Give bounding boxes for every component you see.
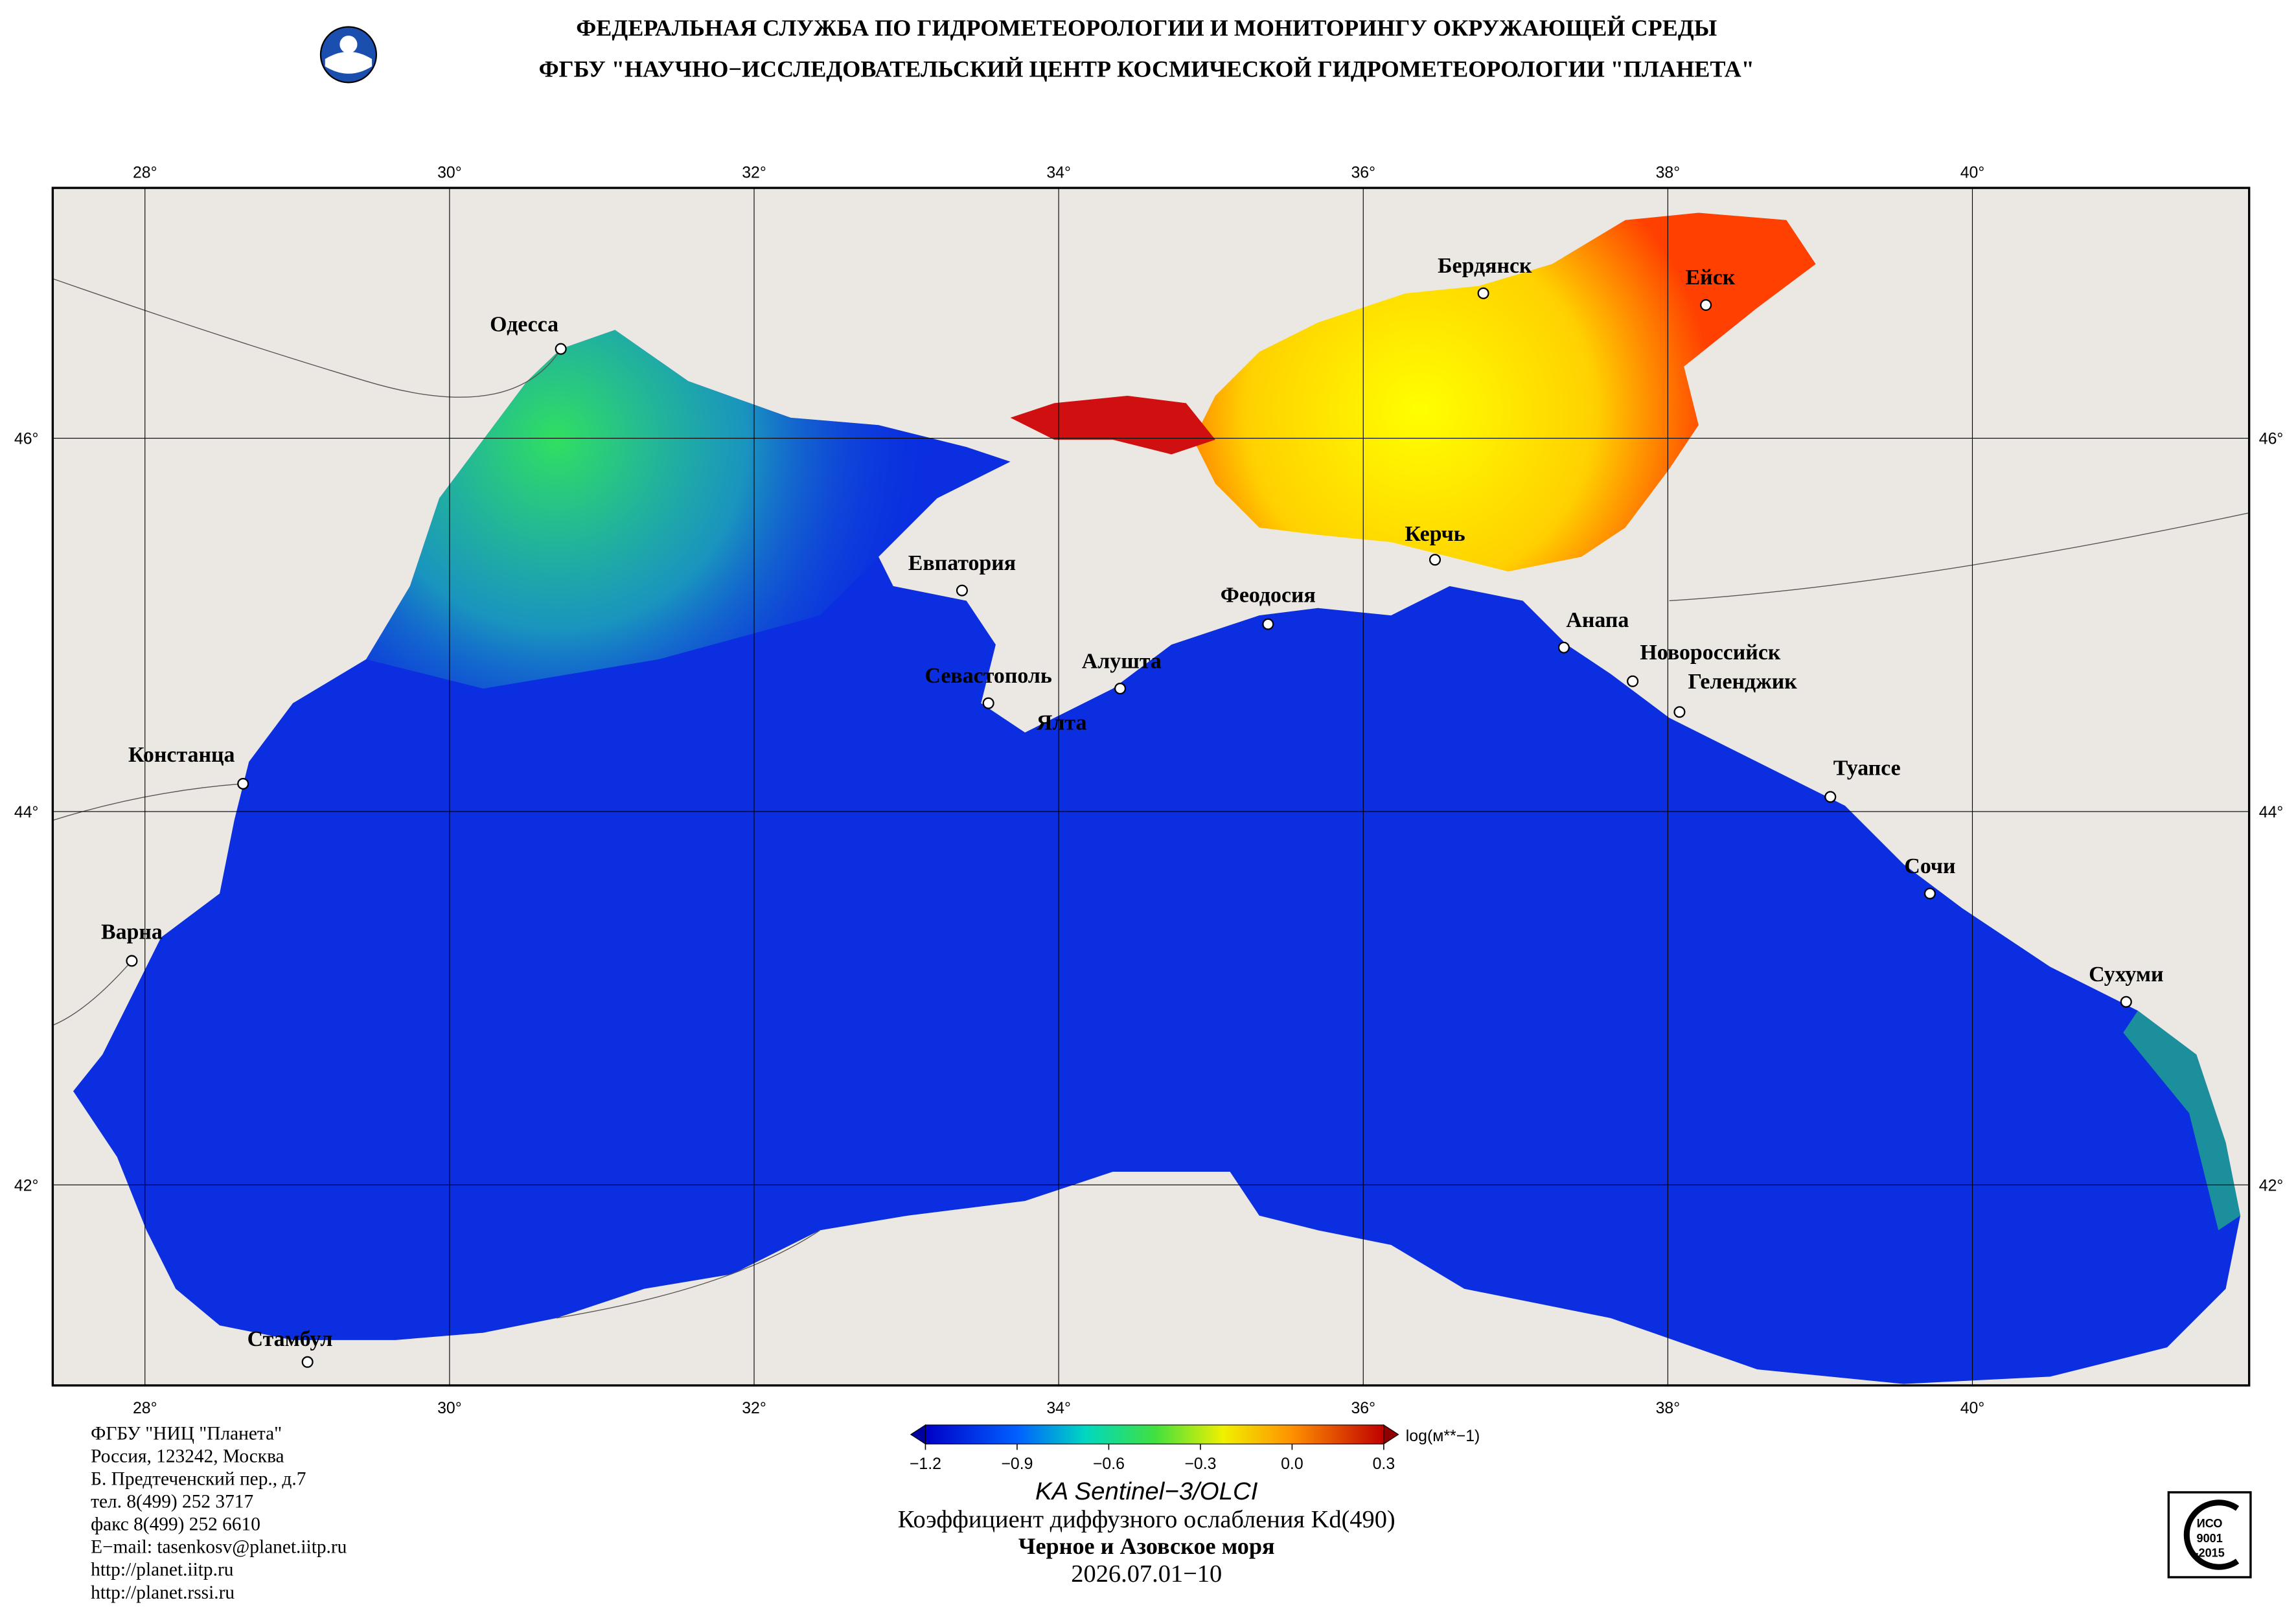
city-label: Анапа xyxy=(1566,608,1629,632)
lat-label: 44° xyxy=(14,803,39,821)
colorbar-tick-label: −0.3 xyxy=(1184,1455,1216,1473)
lat-label: 42° xyxy=(14,1176,39,1194)
city-label: Варна xyxy=(101,920,163,944)
city-marker xyxy=(1557,641,1570,654)
city-label: Сочи xyxy=(1904,854,1955,878)
lat-label: 42° xyxy=(2259,1176,2284,1194)
city-label: Туапсе xyxy=(1833,756,1901,780)
city-label: Одесса xyxy=(490,313,558,337)
azov-sea xyxy=(1193,212,1816,572)
graticule: 28° 28° 30° 30° 32° 32° 34° 34° 36° 36° 38° 38° 40° 4… xyxy=(14,163,2283,1417)
city-marker xyxy=(126,955,138,967)
lon-label: 38° xyxy=(1656,1399,1681,1417)
city-marker xyxy=(237,777,249,790)
lon-label: 30° xyxy=(437,163,462,181)
city-marker xyxy=(1477,287,1489,299)
colorbar-tick-label: 0.3 xyxy=(1373,1455,1395,1473)
lon-label: 38° xyxy=(1656,163,1681,181)
city-labels: Одесса Бердянск Ейск Евпатория Керчь Феодосия… xyxy=(101,254,2163,1368)
footer: ФГБУ "НИЦ "Планета"Россия, 123242, Москв… xyxy=(91,1424,347,1603)
map-frame xyxy=(51,187,2251,1387)
footer-line: E−mail: tasenkosv@planet.iitp.ru xyxy=(91,1537,347,1558)
lon-label: 36° xyxy=(1351,163,1375,181)
header-line: ФГБУ "НАУЧНО−ИССЛЕДОВАТЕЛЬСКИЙ ЦЕНТР КОС… xyxy=(539,56,1754,82)
lon-label: 34° xyxy=(1046,1399,1071,1417)
city-label: Геленджик xyxy=(1688,670,1797,694)
city-label: Стамбул xyxy=(247,1327,333,1351)
lon-label: 40° xyxy=(1960,163,1985,181)
iso-logo: ИСО 9001-2015 xyxy=(2167,1491,2252,1579)
footer-line: Россия, 123242, Москва xyxy=(91,1446,284,1467)
colorbar-ramp xyxy=(924,1424,1384,1444)
city-marker xyxy=(1700,299,1712,311)
city-marker xyxy=(1923,887,1936,900)
lon-label: 30° xyxy=(437,1399,462,1417)
city-marker xyxy=(1673,706,1686,718)
city-marker xyxy=(2120,996,2132,1008)
iso-text: 9001 xyxy=(2197,1532,2223,1545)
city-marker xyxy=(1429,554,1441,566)
city-marker xyxy=(1114,683,1127,695)
lat-label: 46° xyxy=(14,430,39,448)
lon-label: 28° xyxy=(133,1399,157,1417)
parameter: Коэффициент диффузного ослабления Kd(490… xyxy=(898,1506,1395,1533)
header-line: ФЕДЕРАЛЬНАЯ СЛУЖБА ПО ГИДРОМЕТЕОРОЛОГИИ … xyxy=(576,15,1717,41)
city-label: Бердянск xyxy=(1438,254,1532,278)
city-label: Ялта xyxy=(1037,711,1087,735)
colorbar-tick-label: 0.0 xyxy=(1281,1455,1303,1473)
colorbar-tick-label: −0.9 xyxy=(1001,1455,1033,1473)
lat-label: 44° xyxy=(2259,803,2284,821)
footer-line: http://planet.rssi.ru xyxy=(91,1582,235,1603)
colorbar-arrow xyxy=(910,1424,926,1445)
lon-label: 32° xyxy=(742,163,766,181)
city-label: Севастополь xyxy=(924,664,1051,688)
city-marker xyxy=(1627,675,1639,687)
lon-label: 32° xyxy=(742,1399,766,1417)
city-label: Керчь xyxy=(1405,522,1465,546)
satellite: KA Sentinel−3/OLCI xyxy=(1035,1477,1258,1505)
iso-text: ИСО xyxy=(2197,1517,2223,1530)
city-marker xyxy=(555,343,567,355)
lon-label: 40° xyxy=(1960,1399,1985,1417)
footer-line: факс 8(499) 252 6610 xyxy=(91,1514,260,1535)
footer-line: Б. Предтеченский пер., д.7 xyxy=(91,1469,306,1490)
city-label: Евпатория xyxy=(908,551,1016,575)
region: Черное и Азовское моря xyxy=(1018,1533,1275,1559)
lat-label: 46° xyxy=(2259,430,2284,448)
colorbar-unit: log(м**−1) xyxy=(1406,1427,1480,1445)
city-marker xyxy=(982,697,994,709)
city-label: Констанца xyxy=(128,743,235,767)
iso-text: -2015 xyxy=(2195,1546,2225,1559)
city-label: Сухуми xyxy=(2089,963,2163,986)
city-marker xyxy=(1262,618,1274,630)
city-marker xyxy=(301,1356,314,1368)
colorbar-tick-label: −0.6 xyxy=(1093,1455,1125,1473)
footer-line: http://planet.iitp.ru xyxy=(91,1560,234,1580)
city-label: Новороссийск xyxy=(1640,641,1780,665)
city-label: Алушта xyxy=(1082,649,1162,673)
footer-line: тел. 8(499) 252 3717 xyxy=(91,1492,253,1512)
colorbar: log(м**−1) −1.2 −0.9 −0.6 −0.3 0.0 0.3 xyxy=(910,1424,1480,1473)
map xyxy=(52,188,2249,1385)
lon-label: 28° xyxy=(133,163,157,181)
footer-line: ФГБУ "НИЦ "Планета" xyxy=(91,1424,282,1444)
city-label: Феодосия xyxy=(1221,584,1316,608)
colorbar-arrow xyxy=(1383,1424,1399,1445)
logo xyxy=(319,26,378,84)
city-marker xyxy=(1824,791,1837,803)
city-label: Ейск xyxy=(1686,266,1736,290)
city-marker xyxy=(956,584,968,597)
date: 2026.07.01−10 xyxy=(1071,1560,1222,1588)
lon-label: 36° xyxy=(1351,1399,1375,1417)
colorbar-tick-label: −1.2 xyxy=(910,1455,941,1473)
lon-label: 34° xyxy=(1046,163,1071,181)
